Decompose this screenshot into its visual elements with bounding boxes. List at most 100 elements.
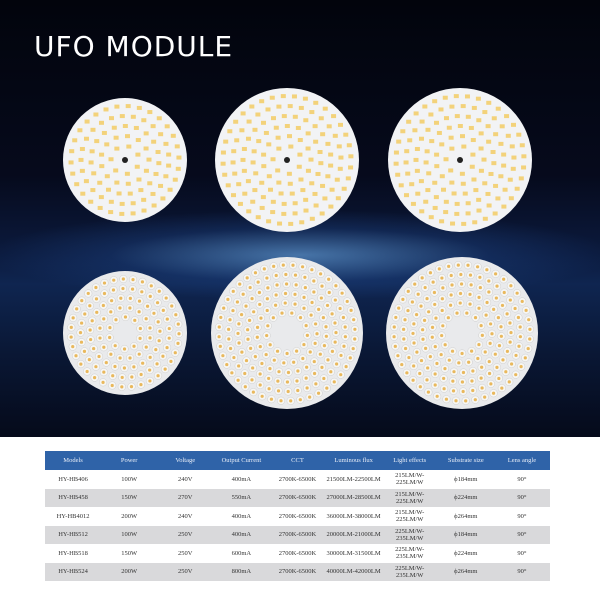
led-chip — [217, 335, 221, 339]
led-chip — [414, 146, 420, 151]
led-chip — [502, 187, 508, 192]
led-chip — [457, 124, 463, 129]
led-chip — [329, 187, 335, 192]
led-chip — [492, 211, 498, 216]
led-chip — [244, 304, 248, 308]
table-cell: HY-HB518 — [58, 549, 88, 557]
led-chip — [475, 265, 480, 269]
led-chip — [269, 397, 274, 401]
led-chip — [401, 297, 405, 302]
led-chip — [241, 146, 247, 151]
led-chip — [245, 136, 251, 141]
led-chip — [337, 122, 343, 127]
led-chip — [310, 268, 314, 272]
led-chip — [285, 380, 290, 384]
led-chip — [309, 110, 315, 115]
led-chip — [271, 316, 275, 320]
led-chip — [407, 355, 411, 360]
led-chip — [267, 376, 271, 381]
led-chip — [419, 304, 423, 308]
led-chip — [439, 352, 443, 357]
led-chip — [163, 141, 169, 146]
led-chip — [303, 118, 309, 123]
led-chip — [230, 371, 234, 375]
led-chip — [411, 331, 415, 336]
led-chip — [245, 276, 249, 280]
led-chip — [444, 397, 449, 401]
led-chip — [313, 100, 319, 105]
led-chip — [310, 300, 314, 305]
led-chip — [393, 344, 397, 348]
led-chip — [290, 311, 294, 315]
led-chip — [500, 303, 505, 308]
led-chip — [449, 104, 455, 109]
led-chip — [287, 104, 293, 109]
led-chip — [83, 136, 89, 141]
led-chip — [258, 372, 262, 376]
led-chip — [141, 118, 147, 123]
led-chip — [250, 297, 254, 301]
led-chip — [424, 346, 428, 350]
column-header: Voltage — [157, 451, 214, 470]
led-chip — [497, 376, 501, 381]
led-chip — [286, 370, 291, 375]
led-chip — [281, 211, 287, 216]
led-chip — [119, 211, 125, 216]
led-chip — [257, 290, 262, 295]
led-chip — [337, 166, 343, 171]
led-chip — [418, 179, 424, 184]
led-chip — [237, 364, 241, 368]
led-chip — [304, 376, 308, 380]
led-chip — [155, 149, 161, 154]
led-chip — [302, 96, 308, 101]
led-chip — [228, 346, 233, 351]
led-chip — [276, 389, 281, 393]
led-chip — [265, 308, 269, 313]
led-chip — [141, 361, 145, 365]
led-chip — [509, 362, 514, 366]
led-chip — [338, 306, 342, 311]
led-chip — [68, 160, 74, 165]
led-chip — [74, 354, 78, 358]
led-chip — [327, 277, 331, 281]
led-chip — [336, 144, 342, 149]
led-chip — [236, 378, 240, 382]
column-header: Models — [45, 451, 102, 470]
led-chip — [319, 211, 325, 216]
led-chip — [458, 291, 463, 296]
table-cell: 40000LM-42000LM — [325, 562, 382, 581]
led-chip — [516, 132, 522, 137]
led-chip — [476, 208, 482, 213]
led-chip — [446, 125, 452, 130]
led-chip — [495, 365, 499, 369]
led-chip — [413, 111, 419, 116]
table-cell: 240V — [178, 512, 193, 520]
led-chip — [223, 139, 229, 144]
led-chip — [345, 176, 351, 181]
table-cell: 250V — [157, 562, 214, 581]
led-chip — [174, 313, 178, 317]
led-chip — [109, 352, 113, 356]
led-chip — [353, 327, 357, 331]
led-chip — [441, 187, 447, 192]
led-chip — [274, 303, 278, 307]
led-chip — [441, 286, 445, 290]
led-chip — [255, 335, 259, 339]
led-chip — [477, 342, 481, 347]
led-chip — [93, 112, 99, 117]
led-chip — [467, 360, 471, 364]
led-chip — [264, 352, 268, 357]
led-chip — [440, 333, 444, 338]
led-modules-image — [63, 88, 538, 409]
table-cell: 90° — [493, 525, 550, 544]
led-chip — [332, 380, 336, 384]
led-chip — [509, 284, 513, 288]
led-chip — [114, 146, 120, 151]
led-chip — [305, 146, 311, 151]
led-chip — [305, 386, 309, 390]
led-chip — [79, 340, 84, 344]
led-chip — [461, 370, 466, 375]
led-chip — [251, 366, 255, 370]
led-chip — [250, 160, 256, 165]
led-chip — [98, 326, 102, 330]
